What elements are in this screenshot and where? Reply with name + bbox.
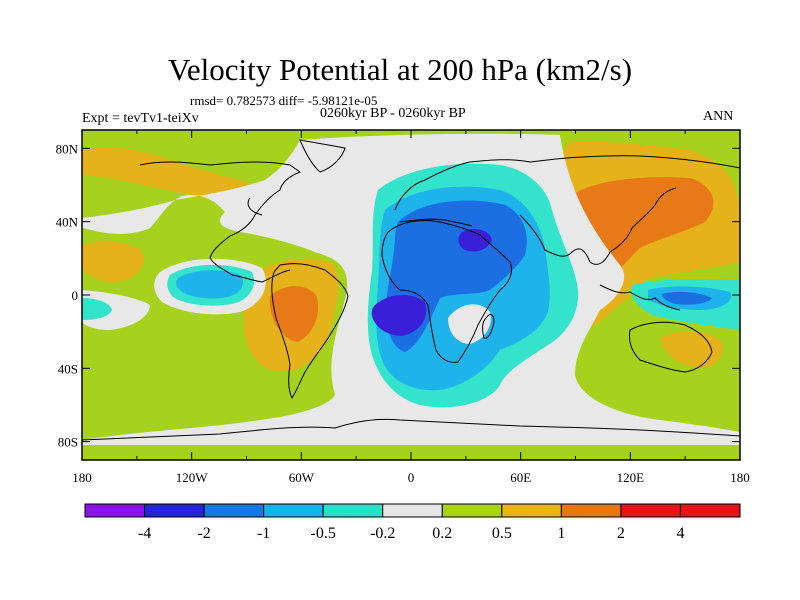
- stats-line: rmsd= 0.782573 diff= -5.98121e-05: [190, 93, 378, 108]
- colorbar-swatch: [203, 503, 265, 518]
- lat-label: 80S: [58, 435, 78, 450]
- colorbar-label: -0.5: [311, 525, 336, 542]
- figure-title: Velocity Potential at 200 hPa (km2/s): [167, 52, 633, 87]
- contour-pos1-south-america: [269, 286, 319, 342]
- coast-north-america: [139, 161, 302, 283]
- lon-label: 60W: [289, 470, 315, 485]
- colorbar-label: -2: [197, 525, 210, 542]
- contour-zero-madagascar: [448, 304, 491, 344]
- colorbar-swatch: [144, 503, 205, 518]
- colorbar: -4 -2 -1 -0.5 -0.2 0.2 0.5 1 2 4: [84, 503, 741, 542]
- lon-label: 180: [730, 470, 750, 485]
- colorbar-label: 1: [557, 525, 565, 542]
- colorbar-swatch: [441, 503, 503, 518]
- colorbar-label: -1: [257, 525, 270, 542]
- coast-eurasia: [394, 155, 740, 265]
- coast-madagascar: [482, 314, 495, 339]
- lon-label: 120W: [176, 470, 209, 485]
- contour-neg02-west-pacific-left: [82, 298, 112, 320]
- period-line: 0260kyr BP - 0260kyr BP: [320, 106, 466, 121]
- coast-southeast-asia: [599, 284, 681, 311]
- season-label: ANN: [703, 109, 734, 124]
- colorbar-swatch: [322, 503, 384, 518]
- velocity-potential-field: [82, 130, 740, 460]
- colorbar-swatch: [620, 503, 681, 518]
- lon-label: 60E: [510, 470, 531, 485]
- contour-neg1-west-pacific: [662, 291, 712, 305]
- coastlines: [82, 139, 740, 441]
- colorbar-label: 0.2: [432, 525, 452, 542]
- lat-label: 0: [72, 288, 79, 303]
- colorbar-swatch: [263, 503, 324, 518]
- lon-label: 180: [72, 470, 92, 485]
- lon-label: 120E: [617, 470, 645, 485]
- colorbar-swatch: [382, 503, 443, 518]
- colorbar-label: -0.2: [370, 525, 395, 542]
- colorbar-label: -4: [138, 525, 151, 542]
- lon-label: 0: [408, 470, 415, 485]
- contour-pos05-nw-pacific: [82, 147, 250, 195]
- lat-label: 40N: [56, 215, 79, 230]
- coast-antarctica: [82, 418, 740, 441]
- colorbar-swatch: [84, 503, 146, 518]
- contour-neg2-gulf-guinea: [371, 294, 427, 336]
- colorbar-swatch: [501, 503, 562, 518]
- colorbar-swatch: [560, 503, 622, 518]
- axis-ticks: 80N 40N 0 40S 80S 180 120W 60W 0 60E 120E 180: [56, 130, 750, 485]
- coast-mediterranean: [399, 218, 473, 227]
- experiment-line: Expt = tevTv1-teiXv: [82, 111, 199, 126]
- colorbar-label: 4: [676, 525, 684, 542]
- coast-australia: [629, 321, 713, 373]
- contour-pos05-east-pacific: [82, 241, 144, 283]
- contour-neg05-pacific-oval: [175, 270, 244, 299]
- coast-south-america: [271, 263, 349, 399]
- contour-zero-west-pacific-tongue: [82, 290, 150, 330]
- coast-greenland: [299, 139, 346, 173]
- lat-label: 40S: [58, 361, 78, 376]
- coast-africa: [381, 219, 513, 363]
- lat-label: 80N: [56, 141, 79, 156]
- colorbar-label: 2: [617, 525, 625, 542]
- colorbar-label: 0.5: [492, 525, 512, 542]
- contour-neg2-east-africa: [458, 229, 492, 252]
- colorbar-swatch: [679, 503, 741, 518]
